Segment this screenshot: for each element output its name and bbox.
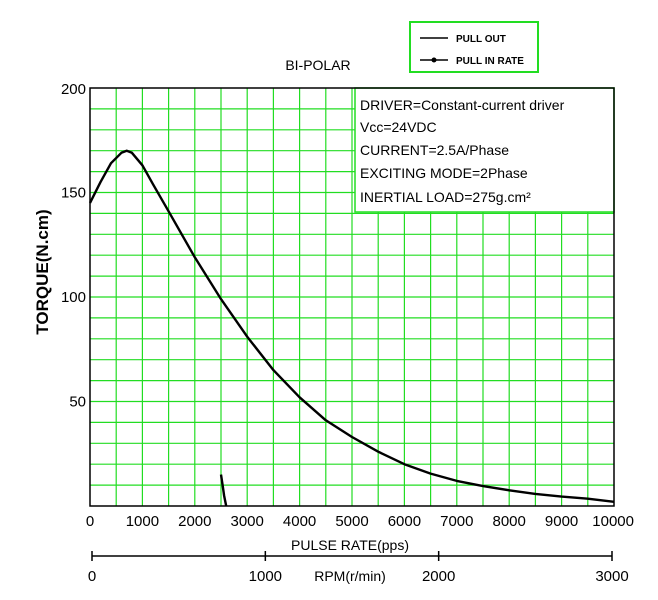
y-tick-label: 150: [61, 185, 86, 202]
rpm-axis-title: RPM(r/min): [314, 568, 386, 584]
rpm-tick-label: 1000: [249, 568, 282, 585]
x-tick-label: 4000: [283, 513, 316, 530]
legend-box: [409, 21, 539, 73]
pull-in-rate-curve: [219, 474, 228, 507]
x-tick-label: 0: [86, 513, 94, 530]
x-tick-label: 10000: [592, 513, 634, 530]
plot-frame: [89, 87, 615, 507]
legend-label-pull-out: PULL OUT: [456, 34, 506, 45]
legend-marker-pull-in-rate: [431, 57, 437, 63]
info-driver: DRIVER=Constant-current driver: [360, 97, 565, 113]
x-tick-label: 6000: [388, 513, 421, 530]
x-tick-label: 1000: [126, 513, 159, 530]
info-box-background: [354, 87, 615, 213]
x-tick-label: 9000: [545, 513, 578, 530]
legend-label-pull-in-rate: PULL IN RATE: [456, 56, 524, 67]
x-tick-label: 5000: [335, 513, 368, 530]
info-exciting-mode: EXCITING MODE=2Phase: [360, 165, 528, 181]
rpm-tick-label: 3000: [595, 568, 628, 585]
legend: PULL OUT PULL IN RATE: [409, 21, 539, 73]
rpm-tick-label: 0: [88, 568, 96, 585]
chart-title: BI-POLAR: [285, 57, 350, 73]
x-tick-label: 2000: [178, 513, 211, 530]
series: [88, 149, 615, 507]
x-tick-labels: 0 1000 2000 3000 4000 5000 6000 7000 8000 9000 100…: [86, 513, 634, 530]
info-current: CURRENT=2.5A/Phase: [360, 142, 509, 158]
info-vcc: Vcc=24VDC: [360, 119, 437, 135]
x-tick-label: 7000: [440, 513, 473, 530]
info-box: DRIVER=Constant-current driver Vcc=24VDC…: [354, 87, 615, 213]
x-tick-label: 3000: [231, 513, 264, 530]
y-axis-title: TORQUE(N.cm): [33, 209, 52, 334]
x-axis-title: PULSE RATE(pps): [291, 537, 409, 553]
rpm-tick-label: 2000: [422, 568, 455, 585]
pull-out-curve: [88, 149, 615, 503]
x-tick-label: 8000: [493, 513, 526, 530]
y-tick-label: 50: [69, 394, 86, 411]
y-tick-label: 100: [61, 289, 86, 306]
info-inertial-load: INERTIAL LOAD=275g.cm²: [360, 189, 531, 205]
y-tick-label: 200: [61, 81, 86, 98]
y-tick-labels: 50 100 150 200: [61, 81, 86, 411]
rpm-axis: 0 1000 2000 3000: [88, 551, 629, 585]
